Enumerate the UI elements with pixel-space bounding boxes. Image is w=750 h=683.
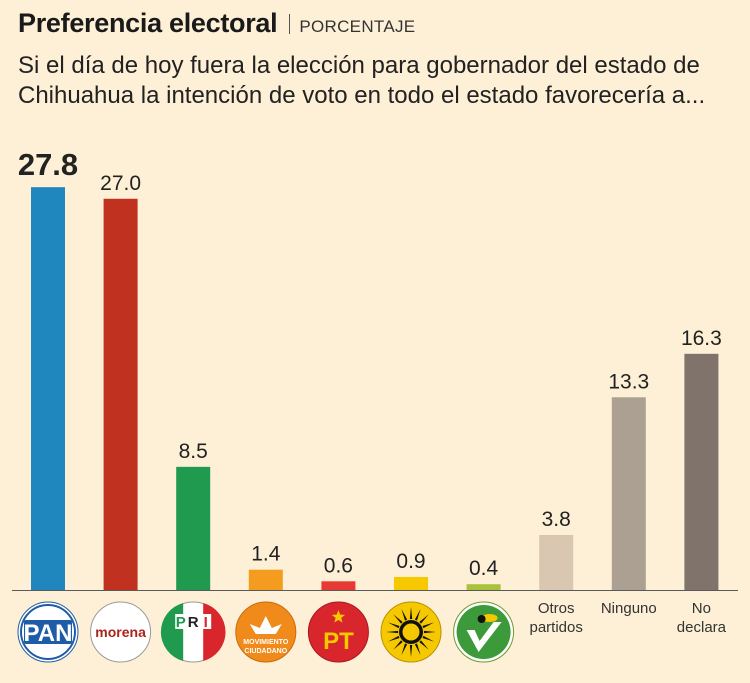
svg-text:CIUDADANO: CIUDADANO xyxy=(244,648,287,655)
party-logo-6 xyxy=(453,601,515,663)
svg-text:MOVIMIENTO: MOVIMIENTO xyxy=(243,639,289,646)
value-label-3: 1.4 xyxy=(251,543,281,566)
chart-title: Preferencia electoral xyxy=(18,8,278,38)
party-logo-0: PAN xyxy=(17,601,79,663)
value-label-7: 3.8 xyxy=(542,508,571,531)
bar-6 xyxy=(466,584,501,590)
value-label-8: 13.3 xyxy=(608,370,649,393)
category-label-7: Otros partidos xyxy=(530,600,583,636)
bar-2 xyxy=(176,466,211,590)
svg-text:I: I xyxy=(204,614,208,631)
bar-3 xyxy=(248,569,283,590)
value-label-0: 27.8 xyxy=(18,147,78,182)
title-separator xyxy=(289,13,291,34)
chart-unit: PORCENTAJE xyxy=(299,17,416,36)
party-logo-5 xyxy=(380,601,442,663)
value-label-2: 8.5 xyxy=(179,440,208,463)
bar-8 xyxy=(611,397,646,590)
value-label-1: 27.0 xyxy=(100,172,141,195)
party-logo-1: morena xyxy=(90,601,152,663)
value-label-5: 0.9 xyxy=(396,550,425,573)
svg-text:PAN: PAN xyxy=(24,620,73,647)
value-label-6: 0.4 xyxy=(469,557,499,580)
svg-text:R: R xyxy=(188,614,199,631)
bar-1 xyxy=(103,198,138,590)
svg-text:P: P xyxy=(176,614,186,631)
chart-header: Preferencia electoral PORCENTAJE Si el d… xyxy=(18,8,738,111)
party-logo-3: MOVIMIENTO CIUDADANO xyxy=(235,601,297,663)
bar-4 xyxy=(321,581,356,590)
value-label-4: 0.6 xyxy=(324,554,353,577)
party-logo-4: PT xyxy=(307,601,369,663)
chart-subtitle: Si el día de hoy fuera la elección para … xyxy=(18,52,706,109)
bar-5 xyxy=(394,576,428,590)
bar-0 xyxy=(31,187,65,591)
category-label-8: Ninguno xyxy=(601,600,657,617)
title-line: Preferencia electoral PORCENTAJE xyxy=(18,8,738,39)
value-label-9: 16.3 xyxy=(681,327,722,350)
bar-7 xyxy=(539,534,574,590)
svg-text:PT: PT xyxy=(323,628,354,655)
bar-9 xyxy=(684,353,719,590)
svg-text:morena: morena xyxy=(95,624,146,640)
category-label-9: No declara xyxy=(677,600,727,636)
